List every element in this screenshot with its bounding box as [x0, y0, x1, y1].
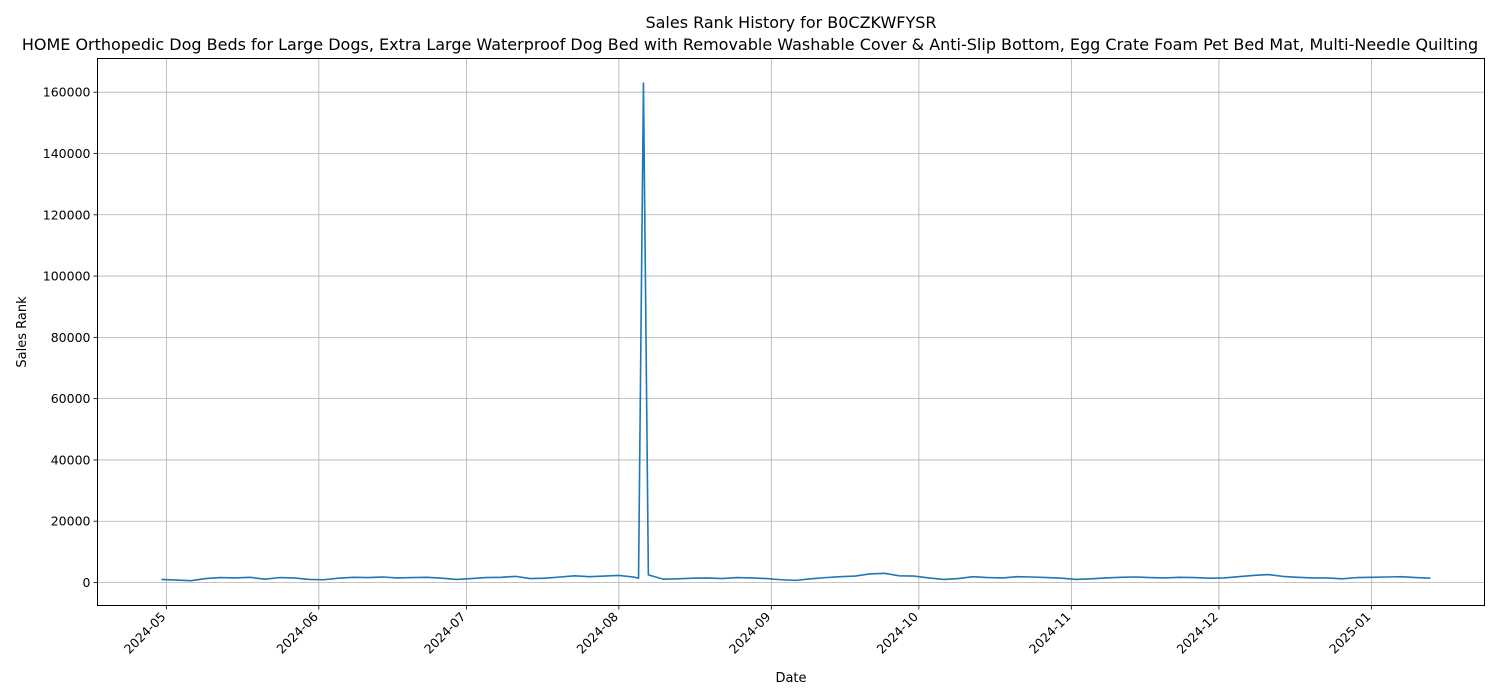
x-tick-label: 2024-05 — [121, 609, 169, 657]
x-tick-label: 2024-09 — [726, 609, 774, 657]
y-tick-label: 160000 — [43, 85, 91, 100]
x-tick-label: 2024-06 — [273, 609, 321, 657]
x-tick-label: 2025-01 — [1326, 609, 1374, 657]
x-axis-ticks: 2024-05 2024-06 2024-07 2024-08 2024-09 2024-… — [121, 605, 1374, 657]
chart-subtitle: HOME Orthopedic Dog Beds for Large Dogs,… — [22, 35, 1478, 54]
y-tick-label: 20000 — [51, 514, 91, 529]
x-tick-label: 2024-07 — [421, 609, 469, 657]
x-tick-label: 2024-10 — [873, 609, 921, 657]
chart-title: Sales Rank History for B0CZKWFYSR — [645, 13, 936, 32]
x-tick-label: 2024-12 — [1173, 609, 1221, 657]
grid-lines — [97, 58, 1485, 606]
x-tick-label: 2024-08 — [573, 609, 621, 657]
y-tick-label: 100000 — [43, 269, 91, 284]
y-axis-label: Sales Rank — [15, 296, 30, 368]
plot-series — [161, 82, 1431, 582]
y-tick-label: 0 — [83, 575, 91, 590]
y-tick-label: 40000 — [51, 452, 91, 467]
plot-frame — [97, 58, 1485, 606]
y-tick-label: 120000 — [43, 207, 91, 222]
y-axis-ticks: 0 20000 40000 60000 80000 100000 120000 140000 1… — [43, 85, 98, 590]
series-line-0 — [161, 82, 1431, 582]
y-tick-label: 60000 — [51, 391, 91, 406]
x-axis-label: Date — [775, 671, 806, 686]
y-tick-label: 140000 — [43, 146, 91, 161]
x-tick-label: 2024-11 — [1026, 609, 1074, 657]
y-tick-label: 80000 — [51, 330, 91, 345]
